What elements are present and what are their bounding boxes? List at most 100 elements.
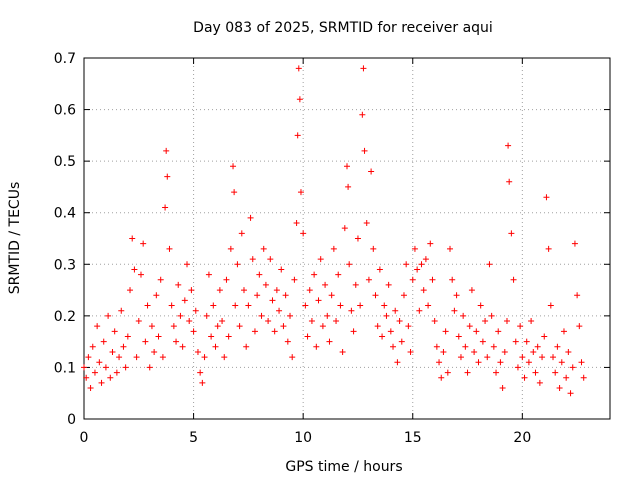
data-point	[322, 281, 329, 288]
data-point	[365, 276, 372, 283]
data-point	[497, 359, 504, 366]
data-point	[271, 328, 278, 335]
data-point	[519, 354, 526, 361]
data-point	[199, 379, 206, 386]
data-point	[91, 369, 98, 376]
data-point	[580, 374, 587, 381]
data-point	[304, 333, 311, 340]
data-point	[490, 343, 497, 350]
data-point	[188, 287, 195, 294]
data-point	[324, 312, 331, 319]
data-point	[457, 354, 464, 361]
data-point	[462, 343, 469, 350]
data-point	[98, 379, 105, 386]
data-point	[122, 364, 129, 371]
data-point	[354, 235, 361, 242]
data-point	[282, 292, 289, 299]
data-point	[574, 292, 581, 299]
data-point	[429, 276, 436, 283]
y-tick-label: 0.3	[54, 257, 76, 273]
data-point	[534, 343, 541, 350]
data-point	[166, 245, 173, 252]
data-point	[525, 359, 532, 366]
data-point	[256, 271, 263, 278]
data-point	[383, 312, 390, 319]
data-point	[418, 261, 425, 268]
data-point	[473, 328, 480, 335]
data-point	[302, 302, 309, 309]
data-point	[512, 338, 519, 345]
data-point	[247, 214, 254, 221]
data-point	[360, 65, 367, 72]
data-point	[374, 323, 381, 330]
data-point	[232, 302, 239, 309]
data-point	[168, 302, 175, 309]
data-point	[528, 318, 535, 325]
data-point	[328, 292, 335, 299]
data-point	[245, 302, 252, 309]
data-point	[175, 281, 182, 288]
data-point	[453, 292, 460, 299]
data-point	[460, 312, 467, 319]
data-point	[251, 328, 258, 335]
data-point	[411, 245, 418, 252]
data-point	[541, 333, 548, 340]
data-point	[267, 256, 274, 263]
data-point	[94, 323, 101, 330]
data-point	[96, 359, 103, 366]
data-point	[422, 256, 429, 263]
data-point	[405, 323, 412, 330]
data-point	[488, 312, 495, 319]
data-point	[118, 307, 125, 314]
data-point	[330, 245, 337, 252]
data-points	[81, 65, 587, 397]
x-tick-label: 15	[404, 430, 422, 446]
data-point	[337, 302, 344, 309]
data-point	[514, 364, 521, 371]
data-point	[576, 323, 583, 330]
data-point	[83, 374, 90, 381]
data-point	[144, 302, 151, 309]
y-tick-label: 0.7	[54, 51, 76, 67]
data-point	[192, 307, 199, 314]
data-point	[348, 307, 355, 314]
data-point	[444, 369, 451, 376]
data-point	[100, 338, 107, 345]
data-point	[227, 245, 234, 252]
data-point	[234, 261, 241, 268]
data-point	[105, 312, 112, 319]
x-tick-label: 20	[513, 430, 531, 446]
data-point	[486, 261, 493, 268]
data-point	[210, 302, 217, 309]
data-point	[137, 271, 144, 278]
data-point	[308, 318, 315, 325]
data-point	[425, 302, 432, 309]
data-point	[396, 318, 403, 325]
data-point	[436, 359, 443, 366]
data-point	[129, 235, 136, 242]
data-point	[333, 318, 340, 325]
data-point	[260, 245, 267, 252]
data-point	[163, 147, 170, 154]
data-point	[107, 374, 114, 381]
data-point	[431, 318, 438, 325]
data-point	[236, 323, 243, 330]
data-point	[359, 111, 366, 118]
data-point	[326, 338, 333, 345]
data-point	[370, 245, 377, 252]
y-tick-label: 0	[67, 412, 76, 428]
axis-ticks: 0 0.1 0.2 0.3 0.4 0.5 0.6 0.7 0 5 10 15 20	[54, 51, 610, 446]
data-point	[315, 297, 322, 304]
data-point	[565, 348, 572, 355]
data-point	[558, 359, 565, 366]
data-point	[238, 230, 245, 237]
data-point	[85, 354, 92, 361]
data-point	[390, 343, 397, 350]
data-point	[280, 323, 287, 330]
data-point	[243, 343, 250, 350]
data-point	[179, 343, 186, 350]
data-point	[249, 256, 256, 263]
y-tick-label: 0.5	[54, 154, 76, 170]
data-point	[184, 261, 191, 268]
